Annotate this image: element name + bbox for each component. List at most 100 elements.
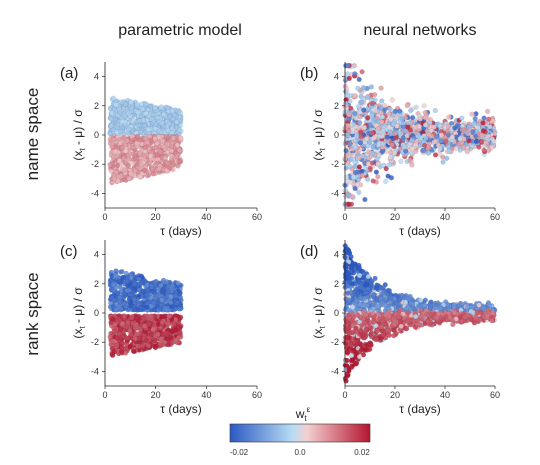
data-point bbox=[110, 304, 117, 310]
data-point bbox=[382, 102, 388, 109]
data-point bbox=[165, 321, 171, 327]
data-point bbox=[111, 329, 117, 335]
data-point bbox=[144, 313, 150, 319]
data-point bbox=[427, 117, 433, 123]
data-point bbox=[115, 162, 121, 169]
row-title-rank-space: rank space bbox=[23, 272, 42, 355]
data-point bbox=[128, 331, 134, 337]
data-point bbox=[135, 165, 141, 171]
data-point bbox=[392, 150, 398, 156]
data-point bbox=[136, 276, 142, 282]
data-point bbox=[380, 141, 386, 147]
data-point bbox=[365, 94, 371, 100]
data-point bbox=[356, 164, 362, 170]
data-point bbox=[153, 121, 159, 127]
data-point bbox=[393, 135, 399, 141]
data-point bbox=[461, 127, 467, 133]
data-point bbox=[372, 92, 378, 98]
data-point bbox=[466, 124, 472, 130]
data-point bbox=[159, 120, 165, 126]
data-point bbox=[390, 121, 396, 127]
data-point bbox=[148, 153, 154, 159]
data-point bbox=[131, 307, 137, 313]
data-point bbox=[398, 158, 404, 164]
data-point bbox=[425, 150, 432, 156]
data-point bbox=[365, 274, 371, 280]
data-point bbox=[382, 302, 388, 308]
data-point bbox=[173, 293, 179, 299]
data-point bbox=[115, 122, 121, 128]
data-point bbox=[119, 124, 125, 131]
data-point bbox=[373, 169, 379, 175]
data-point bbox=[343, 148, 349, 154]
data-point bbox=[149, 116, 155, 122]
data-point bbox=[417, 116, 423, 122]
data-point bbox=[422, 110, 428, 116]
data-point bbox=[138, 129, 144, 135]
data-point bbox=[371, 117, 377, 123]
data-point bbox=[129, 314, 135, 321]
data-point bbox=[150, 171, 156, 177]
data-point bbox=[407, 120, 413, 126]
data-point bbox=[114, 290, 120, 296]
data-point bbox=[438, 132, 445, 138]
data-point bbox=[404, 133, 410, 139]
data-point bbox=[161, 111, 167, 117]
data-point bbox=[376, 152, 382, 158]
data-point bbox=[461, 145, 467, 151]
data-point bbox=[124, 278, 130, 285]
data-point bbox=[166, 313, 172, 319]
data-point bbox=[473, 138, 479, 145]
data-point bbox=[108, 286, 114, 292]
data-point bbox=[126, 176, 132, 182]
data-point bbox=[148, 103, 154, 110]
data-point bbox=[111, 173, 117, 179]
data-point bbox=[480, 128, 486, 134]
data-point bbox=[404, 103, 410, 109]
data-point bbox=[415, 133, 421, 139]
data-point bbox=[375, 161, 381, 167]
data-point bbox=[389, 142, 395, 148]
y-tick-label: 4 bbox=[334, 72, 339, 82]
data-point bbox=[119, 320, 126, 326]
data-point bbox=[169, 153, 175, 159]
data-point bbox=[118, 334, 124, 341]
data-point bbox=[120, 274, 126, 281]
data-point bbox=[360, 269, 366, 275]
data-point bbox=[379, 98, 385, 104]
data-point bbox=[111, 153, 117, 160]
data-point bbox=[169, 125, 175, 131]
data-point bbox=[459, 140, 465, 146]
data-point bbox=[481, 305, 487, 311]
data-point bbox=[354, 181, 360, 188]
data-point bbox=[446, 114, 452, 120]
data-point bbox=[156, 166, 162, 172]
data-point bbox=[116, 174, 122, 180]
data-point bbox=[408, 108, 414, 114]
data-point bbox=[144, 304, 150, 310]
data-point bbox=[144, 173, 151, 179]
data-point bbox=[359, 172, 365, 179]
data-point bbox=[346, 112, 352, 118]
data-point bbox=[143, 110, 149, 117]
data-point bbox=[445, 124, 452, 130]
data-point bbox=[109, 110, 115, 116]
data-point bbox=[157, 149, 164, 155]
data-point bbox=[385, 173, 391, 179]
data-point bbox=[356, 262, 362, 268]
data-point bbox=[479, 132, 485, 138]
scatter-points bbox=[107, 95, 184, 186]
data-point bbox=[168, 334, 174, 341]
data-point bbox=[110, 95, 117, 101]
data-point bbox=[109, 144, 115, 150]
data-point bbox=[135, 110, 141, 116]
data-point bbox=[149, 149, 155, 155]
data-point bbox=[112, 116, 119, 122]
x-tick-label: 20 bbox=[151, 212, 161, 222]
data-point bbox=[358, 134, 364, 140]
data-point bbox=[162, 155, 168, 161]
x-axis-label: τ (days) bbox=[160, 224, 201, 238]
data-point bbox=[475, 124, 481, 131]
y-tick-label: -4 bbox=[331, 188, 339, 198]
data-point bbox=[413, 142, 419, 148]
